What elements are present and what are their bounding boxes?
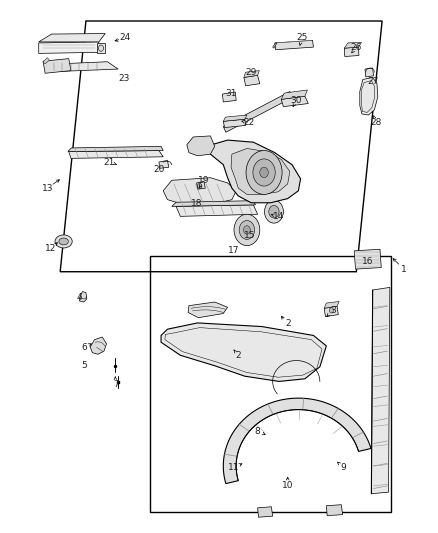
Polygon shape xyxy=(223,92,236,102)
Polygon shape xyxy=(272,43,277,48)
Text: 11: 11 xyxy=(228,463,240,472)
Circle shape xyxy=(265,200,283,223)
Text: 10: 10 xyxy=(282,481,293,490)
Polygon shape xyxy=(206,140,300,203)
Ellipse shape xyxy=(55,235,72,248)
Polygon shape xyxy=(275,41,314,50)
Text: 19: 19 xyxy=(198,176,210,185)
Polygon shape xyxy=(69,150,163,158)
Text: 18: 18 xyxy=(191,199,202,208)
Text: 6: 6 xyxy=(81,343,87,352)
Polygon shape xyxy=(197,181,205,189)
Text: 2: 2 xyxy=(236,351,241,360)
Polygon shape xyxy=(354,249,381,269)
Polygon shape xyxy=(39,42,99,53)
Circle shape xyxy=(329,308,334,313)
Polygon shape xyxy=(39,34,105,42)
Text: 2: 2 xyxy=(285,319,290,328)
Text: 25: 25 xyxy=(296,33,307,42)
Polygon shape xyxy=(97,43,105,53)
Polygon shape xyxy=(161,323,326,382)
Polygon shape xyxy=(324,302,339,308)
Polygon shape xyxy=(47,62,118,71)
Text: 14: 14 xyxy=(273,212,285,221)
Text: 21: 21 xyxy=(104,158,115,166)
Text: 28: 28 xyxy=(370,118,381,127)
Text: 20: 20 xyxy=(153,165,165,174)
Circle shape xyxy=(260,167,268,177)
Text: 15: 15 xyxy=(244,231,256,240)
Text: 1: 1 xyxy=(401,264,406,273)
Text: 24: 24 xyxy=(120,33,131,42)
Polygon shape xyxy=(365,68,374,77)
Polygon shape xyxy=(244,71,259,77)
Text: 8: 8 xyxy=(255,426,261,435)
Text: 3: 3 xyxy=(330,306,336,316)
Polygon shape xyxy=(90,337,106,354)
Text: 30: 30 xyxy=(290,96,302,105)
Polygon shape xyxy=(172,201,255,206)
Polygon shape xyxy=(344,43,361,48)
Circle shape xyxy=(246,150,282,195)
Polygon shape xyxy=(43,59,71,73)
Polygon shape xyxy=(159,160,169,168)
Circle shape xyxy=(253,159,275,186)
Polygon shape xyxy=(258,507,272,517)
Polygon shape xyxy=(360,77,378,115)
Polygon shape xyxy=(371,287,390,494)
Circle shape xyxy=(234,214,260,246)
Text: 7: 7 xyxy=(113,379,119,389)
Polygon shape xyxy=(344,47,359,56)
Text: 13: 13 xyxy=(42,184,53,192)
Text: 29: 29 xyxy=(246,68,257,77)
Polygon shape xyxy=(188,302,228,318)
Polygon shape xyxy=(281,90,307,99)
Text: 23: 23 xyxy=(118,74,129,83)
Text: 31: 31 xyxy=(225,88,237,98)
Ellipse shape xyxy=(59,238,68,245)
Text: 5: 5 xyxy=(81,361,87,370)
Polygon shape xyxy=(231,149,290,195)
Polygon shape xyxy=(281,96,308,107)
Text: 12: 12 xyxy=(45,244,57,253)
Polygon shape xyxy=(244,75,260,86)
Text: 26: 26 xyxy=(351,43,362,52)
Text: 4: 4 xyxy=(77,293,82,302)
Polygon shape xyxy=(79,292,87,302)
Circle shape xyxy=(99,45,103,51)
Polygon shape xyxy=(163,177,236,205)
Text: 27: 27 xyxy=(367,77,378,86)
Text: 22: 22 xyxy=(244,118,254,127)
Circle shape xyxy=(269,205,279,218)
Circle shape xyxy=(239,221,254,239)
Polygon shape xyxy=(223,92,293,132)
Text: 17: 17 xyxy=(228,246,240,255)
Polygon shape xyxy=(326,505,343,515)
Text: 16: 16 xyxy=(362,257,374,266)
Polygon shape xyxy=(223,115,247,122)
Polygon shape xyxy=(43,58,49,64)
Circle shape xyxy=(244,226,251,234)
Polygon shape xyxy=(176,205,258,216)
Polygon shape xyxy=(187,136,215,156)
Circle shape xyxy=(198,183,202,189)
Polygon shape xyxy=(223,398,371,483)
Polygon shape xyxy=(68,147,163,151)
Text: 9: 9 xyxy=(341,463,346,472)
Polygon shape xyxy=(324,306,338,317)
Polygon shape xyxy=(223,119,246,127)
